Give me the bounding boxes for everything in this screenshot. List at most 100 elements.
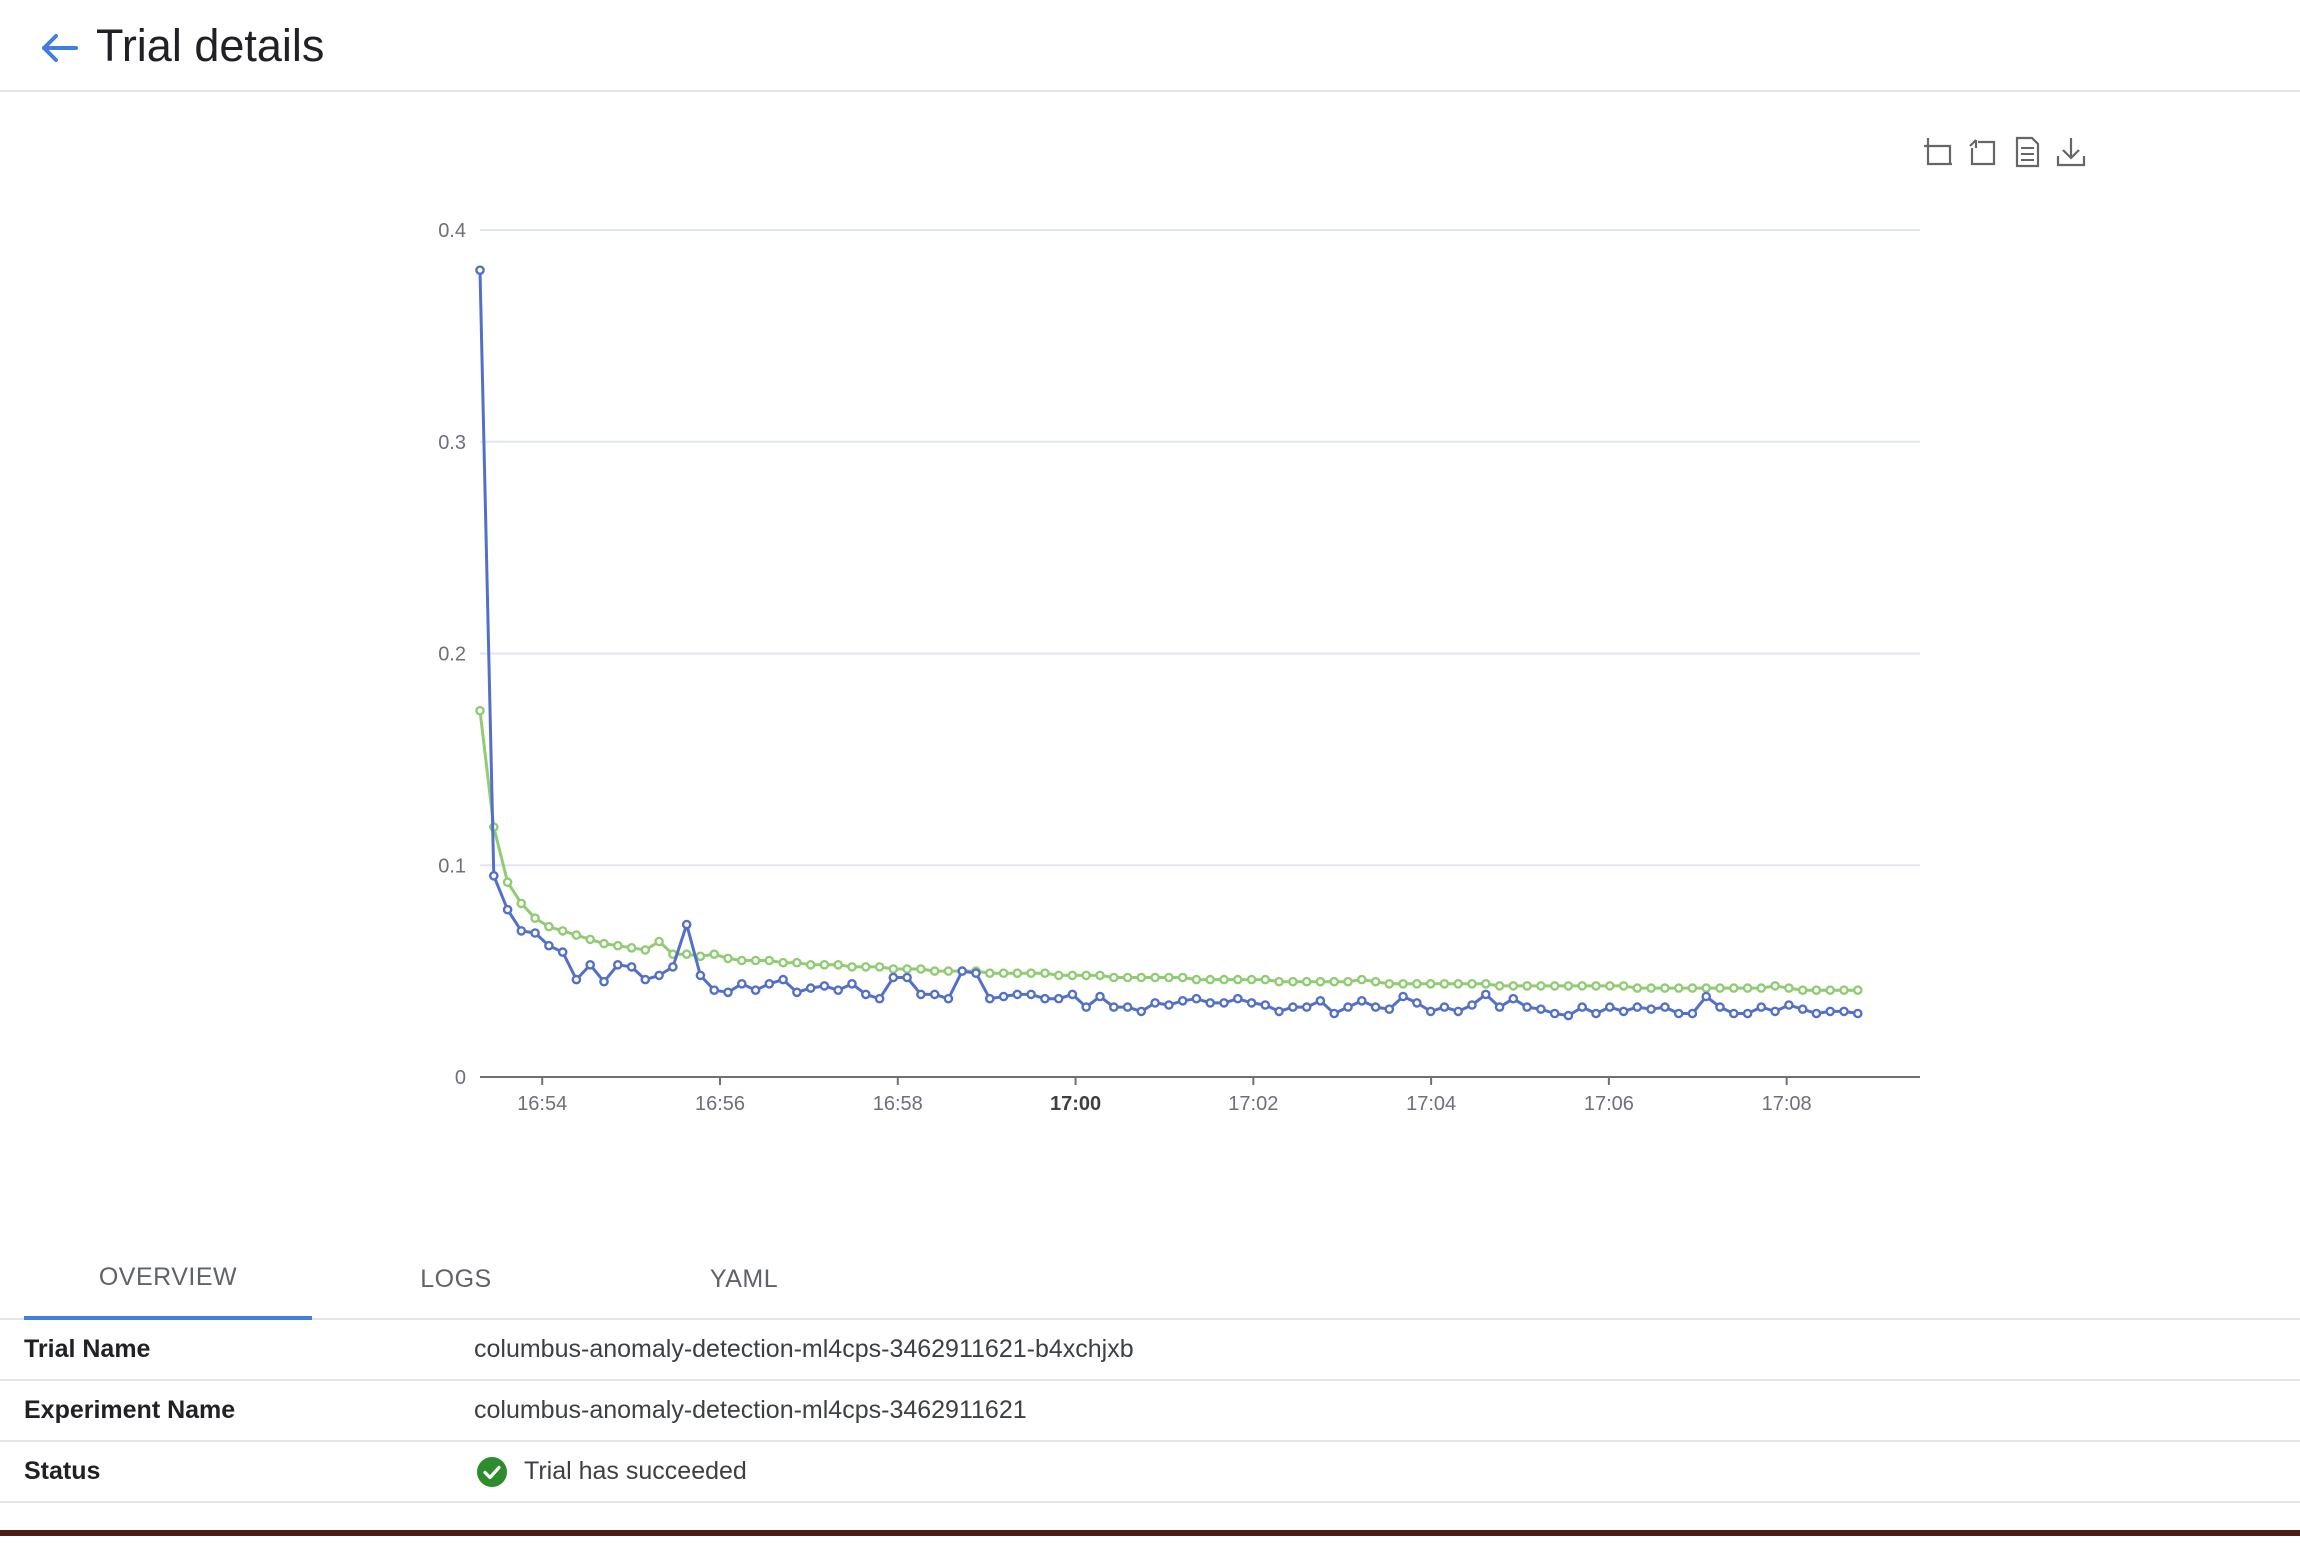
data-point: [1660, 983, 1670, 993]
data-point: [1591, 981, 1601, 991]
x-tick-label: 17:08: [1762, 1093, 1812, 1115]
data-point: [1026, 989, 1036, 1000]
zoom-select-button[interactable]: [1920, 130, 1958, 174]
data-point: [1026, 968, 1036, 979]
data-point: [1384, 979, 1395, 989]
data-point: [1618, 981, 1629, 991]
data-point: [626, 962, 637, 972]
data-point: [1205, 998, 1215, 1008]
detail-key: Status: [24, 1457, 101, 1485]
data-point: [1811, 985, 1822, 996]
detail-row-status: Status Trial has succeeded: [0, 1442, 2300, 1503]
data-point: [681, 919, 692, 930]
data-point: [723, 953, 733, 964]
data-point: [861, 962, 871, 972]
page-title: Trial details: [96, 20, 325, 71]
data-point: [516, 898, 527, 909]
data-point: [792, 987, 802, 998]
data-point: [805, 983, 816, 993]
detail-row-experiment-name: Experiment Name columbus-anomaly-detecti…: [0, 1381, 2300, 1442]
data-point: [544, 940, 554, 951]
data-point: [1219, 974, 1229, 985]
data-point: [1549, 1008, 1560, 1019]
chart-toolbar: [1920, 130, 2100, 174]
data-point: [1398, 979, 1408, 989]
data-point: [1067, 970, 1078, 981]
data-point: [1040, 968, 1050, 979]
tab-yaml[interactable]: YAML: [709, 1264, 779, 1293]
data-point: [737, 979, 747, 989]
data-point: [929, 989, 940, 1000]
data-point: [599, 976, 609, 987]
data-point: [681, 949, 692, 960]
data-point: [1412, 979, 1422, 989]
zoom-reset-icon: [1969, 139, 1996, 166]
data-point: [1494, 981, 1505, 991]
data-point: [1756, 983, 1767, 993]
data-point: [571, 974, 582, 985]
data-point: [957, 966, 968, 976]
data-point: [1205, 974, 1215, 985]
data-point: [557, 947, 568, 957]
data-point: [819, 960, 830, 970]
data-point: [1784, 983, 1794, 993]
x-tick-label: 16:54: [517, 1093, 567, 1115]
data-point: [1370, 976, 1381, 987]
data-point: [1315, 976, 1326, 987]
data-point: [1233, 993, 1243, 1004]
data-point: [985, 993, 995, 1004]
data-point: [874, 993, 885, 1004]
data-point: [1605, 1002, 1615, 1012]
data-point: [1756, 1002, 1767, 1012]
data-point: [613, 940, 623, 951]
data-point: [1164, 972, 1174, 983]
download-button[interactable]: [2052, 130, 2090, 174]
data-point: [1770, 1006, 1780, 1017]
data-point: [1398, 991, 1408, 1002]
data-point: [778, 957, 788, 968]
x-tick-label: 16:56: [695, 1093, 745, 1115]
data-point: [1494, 1002, 1505, 1012]
series-line: [478, 710, 1858, 992]
data-point: [888, 964, 899, 974]
data-point: [1150, 998, 1160, 1008]
data-point: [1660, 1002, 1670, 1012]
data-point: [778, 974, 788, 985]
tab-logs[interactable]: LOGS: [420, 1264, 492, 1293]
data-point: [1122, 1002, 1133, 1012]
data-point: [502, 904, 513, 915]
data-point: [861, 989, 871, 1000]
data-point: [1095, 970, 1105, 981]
data-point: [1673, 1008, 1684, 1019]
data-point: [998, 991, 1009, 1002]
data-point: [1687, 983, 1698, 993]
tab-overview[interactable]: OVERVIEW: [24, 1238, 312, 1320]
data-point: [1288, 1002, 1298, 1012]
data-point: [1853, 985, 1863, 996]
data-point: [1797, 985, 1808, 996]
data-point: [1605, 981, 1615, 991]
data-point: [571, 930, 582, 940]
data-point: [833, 985, 844, 996]
page-header: Trial details: [0, 0, 2300, 92]
data-point: [1467, 979, 1477, 989]
data-point: [640, 974, 651, 985]
detail-key: Trial Name: [24, 1335, 151, 1363]
data-point: [1825, 985, 1835, 996]
data-point: [709, 949, 720, 960]
data-point: [1329, 1008, 1339, 1019]
data-view-button[interactable]: [2008, 130, 2046, 174]
data-point: [626, 943, 637, 953]
data-point: [943, 966, 954, 976]
back-button[interactable]: [34, 26, 86, 70]
detail-row-trial-name: Trial Name columbus-anomaly-detection-ml…: [0, 1320, 2300, 1381]
zoom-reset-button[interactable]: [1964, 130, 2002, 174]
data-point: [1522, 1002, 1532, 1012]
y-tick-label: 0.1: [438, 855, 466, 877]
data-point: [475, 265, 485, 275]
details-table: Trial Name columbus-anomaly-detection-ml…: [0, 1320, 2300, 1564]
data-point: [1357, 996, 1367, 1006]
data-point: [847, 962, 857, 972]
data-point: [654, 936, 664, 947]
data-point: [1246, 998, 1257, 1008]
